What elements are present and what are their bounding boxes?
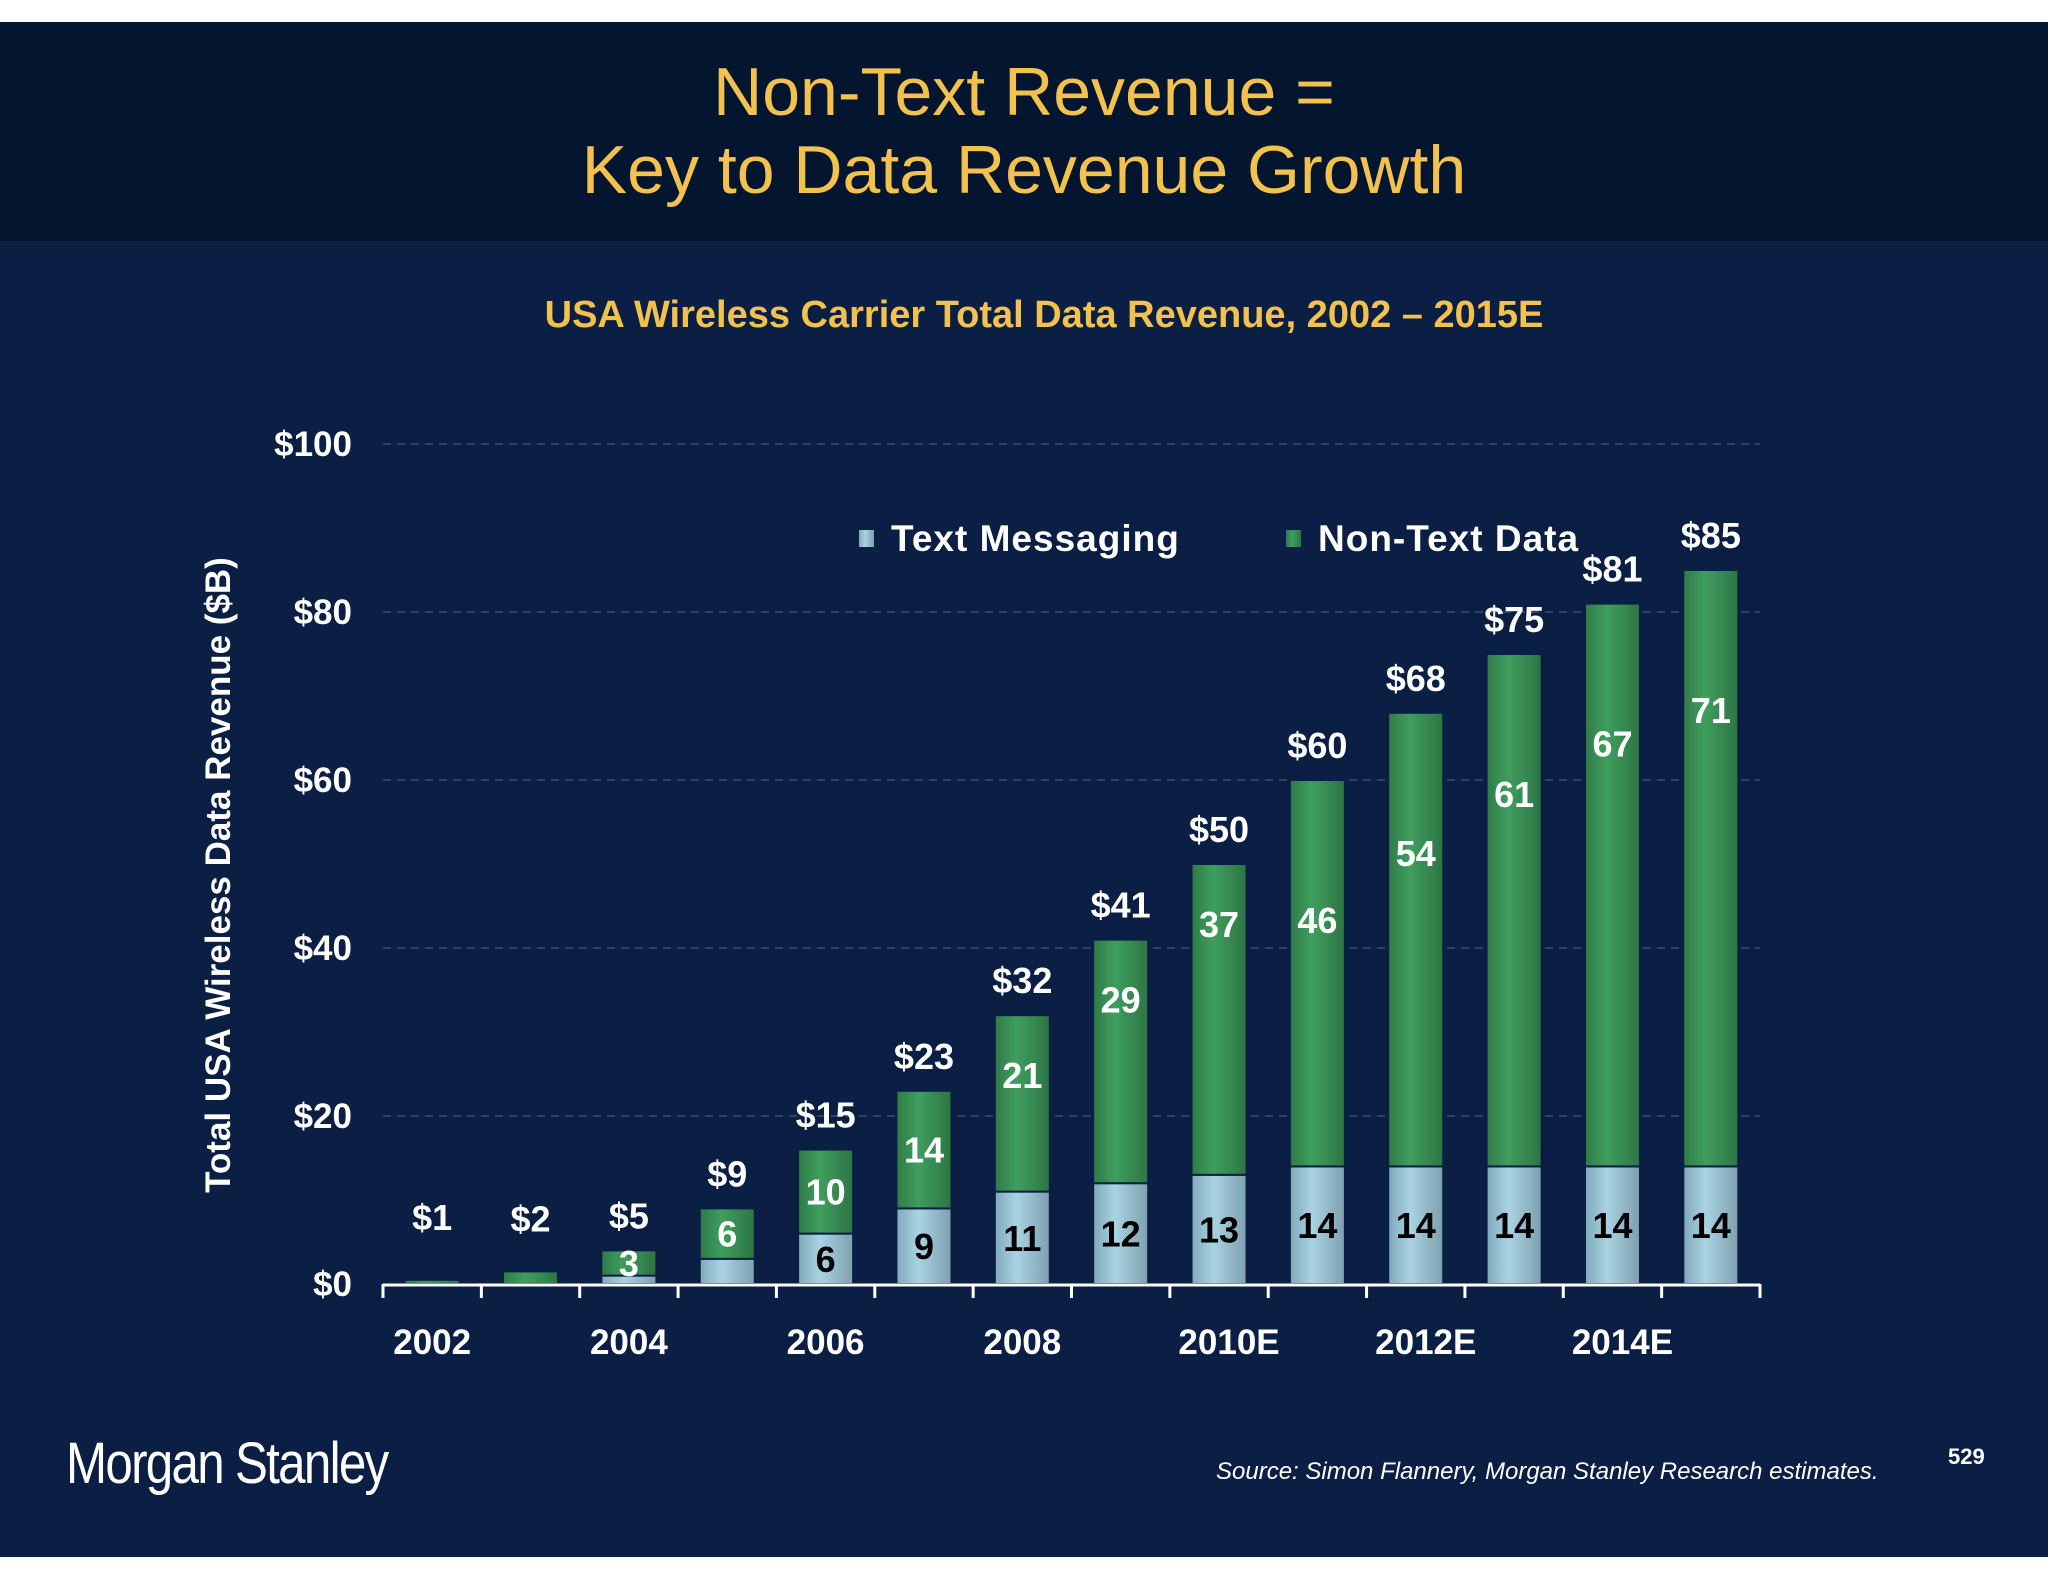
x-tick-label: 2014E <box>1572 1323 1673 1362</box>
total-value-label: $41 <box>1091 885 1151 926</box>
non-text-value-label: 14 <box>904 1130 944 1171</box>
total-value-label: $60 <box>1287 725 1347 766</box>
non-text-value-label: 3 <box>619 1243 639 1284</box>
total-value-label: $75 <box>1484 599 1544 640</box>
slide-title-line1: Non-Text Revenue = <box>713 54 1335 130</box>
non-text-value-label: 54 <box>1396 833 1436 874</box>
morgan-stanley-logo: Morgan Stanley <box>66 1431 389 1496</box>
bar-non-text-data <box>1288 779 1346 1168</box>
bar-text-messaging <box>698 1257 756 1286</box>
bar-non-text-data <box>1583 602 1641 1168</box>
bar-non-text-data <box>502 1270 560 1286</box>
x-tick-label: 2012E <box>1375 1323 1476 1362</box>
bar-text-messaging <box>1485 1165 1543 1286</box>
text-messaging-value-label: 14 <box>1297 1205 1337 1246</box>
total-value-label: $81 <box>1582 549 1642 590</box>
text-messaging-value-label: 11 <box>1003 1218 1041 1259</box>
total-value-label: $5 <box>609 1195 649 1236</box>
bar-text-messaging <box>1387 1165 1445 1286</box>
bar-non-text-data <box>1092 938 1150 1185</box>
bar-non-text-data <box>895 1089 953 1210</box>
chart-title: USA Wireless Carrier Total Data Revenue,… <box>544 294 1544 336</box>
x-tick-label: 2010E <box>1178 1323 1279 1362</box>
x-tick-label: 2008 <box>983 1323 1061 1362</box>
bar-non-text-data <box>1485 653 1543 1168</box>
y-tick-label: $0 <box>313 1265 352 1304</box>
non-text-value-label: 21 <box>1002 1055 1042 1096</box>
non-text-value-label: 37 <box>1199 904 1239 945</box>
non-text-value-label: 71 <box>1691 690 1731 731</box>
bar-text-messaging <box>1288 1165 1346 1286</box>
bar-text-messaging <box>1092 1182 1150 1285</box>
non-text-value-label: 6 <box>717 1214 737 1255</box>
y-tick-label: $100 <box>274 425 352 464</box>
total-value-label: $23 <box>894 1036 954 1077</box>
bar-non-text-data <box>600 1249 658 1277</box>
y-tick-label: $60 <box>294 761 352 800</box>
y-axis-title: Total USA Wireless Data Revenue ($B) <box>199 557 238 1193</box>
legend-swatch-text-messaging <box>859 530 874 547</box>
non-text-value-label: 67 <box>1592 724 1632 765</box>
text-messaging-value-label: 14 <box>1494 1205 1534 1246</box>
non-text-value-label: 29 <box>1101 980 1141 1021</box>
bar-text-messaging <box>1682 1165 1740 1286</box>
bar-non-text-data <box>403 1278 461 1286</box>
x-tick-label: 2006 <box>787 1323 865 1362</box>
bar-text-messaging <box>1583 1165 1641 1286</box>
title-band: Non-Text Revenue = Key to Data Revenue G… <box>0 22 2048 241</box>
non-text-value-label: 46 <box>1297 900 1337 941</box>
bar-non-text-data <box>993 1014 1051 1193</box>
total-value-label: $1 <box>412 1197 452 1238</box>
legend-label: Non-Text Data <box>1318 518 1579 559</box>
total-value-label: $85 <box>1681 515 1741 556</box>
y-tick-label: $80 <box>294 593 352 632</box>
x-tick-label: 2004 <box>590 1323 668 1362</box>
text-messaging-value-label: 14 <box>1592 1205 1632 1246</box>
x-tick-label: 2002 <box>393 1323 471 1362</box>
bar-non-text-data <box>1682 569 1740 1168</box>
y-tick-label: $20 <box>294 1097 352 1136</box>
total-value-label: $68 <box>1386 658 1446 699</box>
text-messaging-value-label: 14 <box>1691 1205 1731 1246</box>
bar-non-text-data <box>1387 711 1445 1168</box>
legend-label: Text Messaging <box>891 518 1180 559</box>
non-text-value-label: 61 <box>1494 774 1534 815</box>
text-messaging-value-label: 14 <box>1396 1205 1436 1246</box>
non-text-value-label: 10 <box>806 1172 846 1213</box>
legend-swatch-non-text-data <box>1286 530 1301 547</box>
text-messaging-value-label: 9 <box>914 1226 934 1267</box>
total-value-label: $50 <box>1189 809 1249 850</box>
text-messaging-value-label: 12 <box>1101 1214 1141 1255</box>
y-tick-label: $40 <box>294 929 352 968</box>
text-messaging-value-label: 13 <box>1199 1209 1239 1250</box>
bar-text-messaging <box>895 1207 953 1286</box>
page-number: 529 <box>1948 1444 1985 1469</box>
total-value-label: $32 <box>992 960 1052 1001</box>
total-value-label: $2 <box>511 1198 551 1239</box>
bar-text-messaging <box>1190 1173 1248 1286</box>
bar-text-messaging <box>797 1232 855 1285</box>
text-messaging-value-label: 6 <box>816 1239 836 1280</box>
source-note: Source: Simon Flannery, Morgan Stanley R… <box>1216 1458 1879 1485</box>
slide-title-line2: Key to Data Revenue Growth <box>581 132 1467 208</box>
bar-non-text-data <box>698 1207 756 1260</box>
bar-non-text-data <box>797 1148 855 1235</box>
total-value-label: $9 <box>707 1153 747 1194</box>
bar-non-text-data <box>1190 863 1248 1176</box>
bar-text-messaging <box>993 1190 1051 1285</box>
total-value-label: $15 <box>796 1095 856 1136</box>
